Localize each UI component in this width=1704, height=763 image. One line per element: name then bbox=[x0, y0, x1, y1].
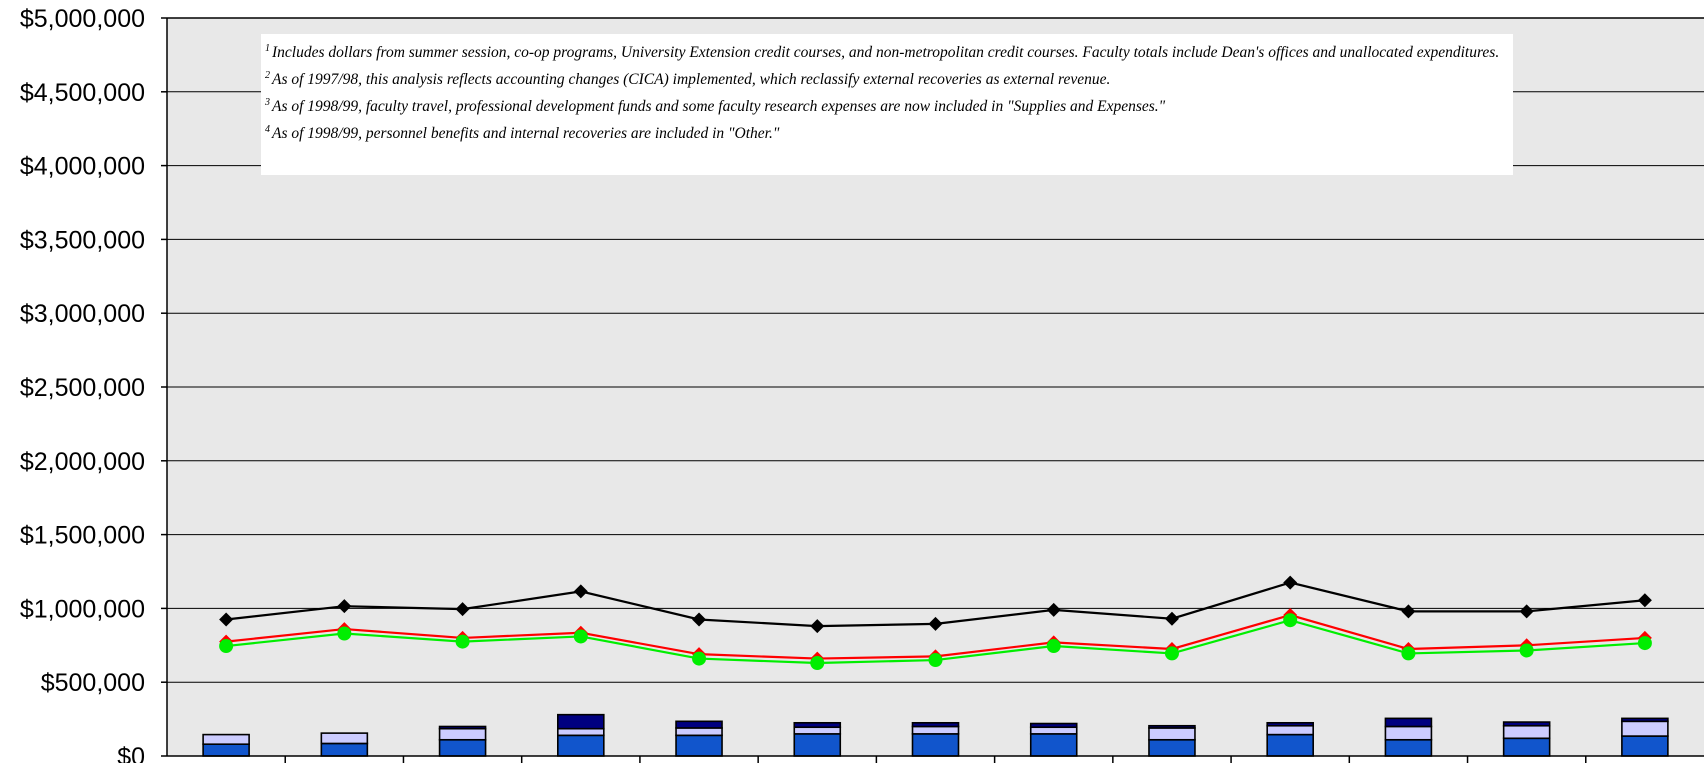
y-tick-label: $1,500,000 bbox=[20, 522, 145, 550]
y-tick-label: $1,000,000 bbox=[20, 595, 145, 623]
bar-segment bbox=[1148, 727, 1196, 741]
bar-segment bbox=[1384, 725, 1433, 741]
stacked-bars bbox=[202, 713, 1669, 757]
data-point-marker bbox=[337, 626, 352, 641]
data-point-marker bbox=[1164, 646, 1179, 661]
y-tick-label: $4,000,000 bbox=[20, 153, 145, 181]
bar-segment bbox=[1384, 717, 1433, 728]
y-tick-label: $0 bbox=[117, 743, 145, 763]
bar-segment bbox=[1502, 724, 1551, 740]
data-point-marker bbox=[455, 602, 470, 617]
bar-segment bbox=[1502, 721, 1551, 727]
data-point-marker bbox=[1401, 604, 1416, 619]
bar-segment bbox=[557, 713, 605, 730]
data-point-marker bbox=[219, 612, 234, 627]
data-point-marker bbox=[573, 584, 588, 599]
y-tick-label: $5,000,000 bbox=[20, 5, 145, 33]
y-tick-label: $2,000,000 bbox=[20, 448, 145, 476]
data-point-marker bbox=[1164, 611, 1179, 626]
data-point-marker bbox=[692, 612, 707, 627]
footnotes-box: 1 Includes dollars from summer session, c… bbox=[261, 34, 1513, 175]
footnote-2-text: As of 1997/98, this analysis reflects ac… bbox=[272, 71, 1111, 88]
bar-segment bbox=[1266, 733, 1314, 757]
footnote-2-number: 2 bbox=[265, 70, 270, 81]
bar-segment bbox=[320, 742, 369, 757]
bar-segment bbox=[675, 727, 723, 737]
data-point-marker bbox=[1519, 643, 1534, 658]
data-point-marker bbox=[573, 629, 588, 644]
data-point-marker bbox=[337, 599, 352, 614]
bar-segment bbox=[1029, 726, 1078, 735]
bar-segment bbox=[1148, 724, 1196, 729]
data-point-marker bbox=[1519, 604, 1534, 619]
y-axis-tick-labels: $0 $500,000 $1,000,000 $1,500,000 $2,000,000… bbox=[20, 5, 145, 763]
data-point-marker bbox=[1401, 646, 1416, 661]
bar-segment bbox=[438, 738, 487, 757]
bar-segment bbox=[675, 734, 723, 757]
bar-segment bbox=[675, 720, 723, 729]
bar-segment bbox=[1621, 720, 1669, 737]
footnote-4-number: 4 bbox=[265, 124, 270, 135]
y-tick-label: $4,500,000 bbox=[20, 79, 145, 107]
series-lines bbox=[219, 575, 1652, 671]
y-tick-label: $2,500,000 bbox=[20, 374, 145, 402]
bar-segment bbox=[911, 721, 960, 728]
bar-segment bbox=[793, 721, 842, 729]
bar-segment bbox=[793, 733, 842, 757]
data-point-marker bbox=[1637, 593, 1652, 608]
data-point-marker bbox=[928, 616, 943, 631]
y-tick-label: $3,000,000 bbox=[20, 300, 145, 328]
bar-segment bbox=[911, 725, 960, 735]
bar-segment bbox=[320, 732, 369, 745]
bar-segment bbox=[1148, 738, 1196, 757]
data-point-marker bbox=[692, 651, 707, 666]
footnote-1-number: 1 bbox=[265, 43, 270, 54]
bar-segment bbox=[438, 725, 487, 730]
data-point-marker bbox=[1046, 602, 1061, 617]
footnote-1-text: Includes dollars from summer session, co… bbox=[272, 44, 1500, 61]
data-point-marker bbox=[810, 619, 825, 634]
data-point-marker bbox=[1637, 636, 1652, 651]
bar-segment bbox=[911, 733, 960, 757]
data-point-marker bbox=[810, 656, 825, 671]
bar-segment bbox=[557, 734, 605, 757]
data-point-marker bbox=[1283, 575, 1298, 590]
footnote-3: 3 As of 1998/99, faculty travel, professi… bbox=[265, 93, 1509, 120]
y-tick-label: $500,000 bbox=[41, 669, 145, 697]
footnote-1: 1 Includes dollars from summer session, c… bbox=[265, 39, 1509, 66]
y-tick-label: $3,500,000 bbox=[20, 226, 145, 254]
footnote-4-text: As of 1998/99, personnel benefits and in… bbox=[272, 125, 780, 142]
footnote-2: 2 As of 1997/98, this analysis reflects a… bbox=[265, 66, 1509, 93]
bar-segment bbox=[1502, 737, 1551, 757]
bar-segment bbox=[202, 733, 250, 745]
bar-segment bbox=[1621, 735, 1669, 757]
bar-segment bbox=[1621, 717, 1669, 723]
footnote-4: 4 As of 1998/99, personnel benefits and i… bbox=[265, 120, 1509, 147]
bar-segment bbox=[1266, 724, 1314, 736]
data-point-marker bbox=[1283, 613, 1298, 628]
bar-segment bbox=[202, 743, 250, 757]
bar-segment bbox=[1384, 738, 1433, 757]
bar-segment bbox=[793, 726, 842, 735]
data-point-marker bbox=[219, 639, 234, 654]
data-point-marker bbox=[928, 653, 943, 668]
bar-segment bbox=[1029, 733, 1078, 757]
bar-segment bbox=[557, 727, 605, 737]
data-point-marker bbox=[1046, 639, 1061, 654]
footnote-3-number: 3 bbox=[265, 97, 270, 108]
bar-segment bbox=[1029, 722, 1078, 729]
bar-segment bbox=[438, 727, 487, 741]
data-point-marker bbox=[455, 634, 470, 649]
bar-segment bbox=[1266, 721, 1314, 727]
footnote-3-text: As of 1998/99, faculty travel, professio… bbox=[272, 98, 1166, 115]
